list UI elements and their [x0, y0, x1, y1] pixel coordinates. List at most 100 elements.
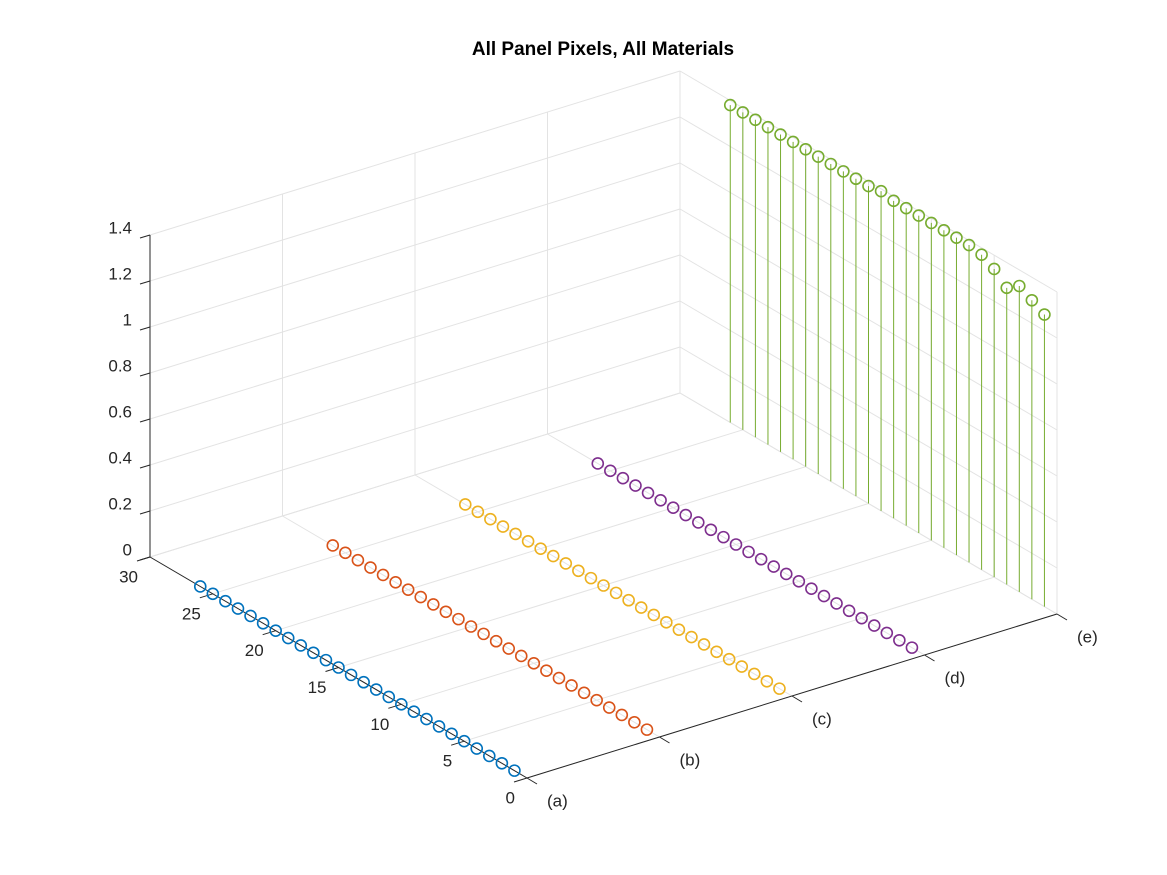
z-tick: [139, 464, 151, 469]
stem-marker: [905, 641, 919, 654]
stem-marker: [616, 471, 630, 485]
stem-marker: [432, 720, 446, 733]
stem-marker: [666, 501, 680, 514]
z-tick: [139, 372, 151, 377]
stem-marker: [495, 756, 509, 770]
stem-marker: [615, 708, 629, 722]
stem-marker: [540, 664, 553, 678]
stem-marker: [697, 638, 711, 651]
stem-marker: [395, 698, 408, 711]
stem-marker: [975, 248, 988, 261]
y-tick: [136, 556, 151, 562]
stem-marker: [565, 679, 578, 692]
stem-marker: [489, 634, 503, 648]
stem-marker: [420, 712, 433, 726]
x-tick-label: (d): [945, 668, 966, 687]
stem-marker: [552, 671, 566, 685]
stem-marker: [987, 262, 1001, 276]
stem-marker: [401, 583, 415, 596]
stem-marker: [584, 571, 598, 585]
stem-marker: [880, 626, 894, 640]
stem-marker: [749, 113, 762, 127]
stem-marker: [937, 224, 951, 237]
z-tick-label: 0.4: [108, 448, 132, 467]
x-tick: [659, 736, 670, 744]
stem-marker: [484, 512, 497, 526]
z-tick: [139, 234, 151, 239]
stem-marker: [817, 589, 831, 603]
grid-line: [149, 162, 681, 328]
stem-marker: [509, 527, 522, 541]
stem-marker: [792, 575, 806, 588]
stem-marker: [634, 601, 648, 614]
grid-line: [149, 300, 681, 466]
stem-marker: [597, 579, 610, 592]
stem-marker: [654, 493, 667, 507]
stem-marker: [842, 604, 856, 618]
stem-marker: [591, 457, 605, 470]
stem-marker: [231, 602, 245, 615]
grid-line: [282, 515, 660, 738]
stem-marker: [1038, 308, 1051, 321]
stem-marker: [837, 165, 850, 178]
stem-marker: [357, 675, 370, 689]
y-tick-label: 15: [308, 678, 327, 697]
stem-marker: [269, 624, 282, 637]
stem-marker: [925, 216, 938, 230]
stem-marker: [640, 723, 654, 736]
stem-marker: [445, 727, 458, 741]
stem-marker: [799, 142, 812, 156]
stem-marker: [899, 201, 913, 215]
stem-marker: [502, 642, 516, 655]
stem-marker: [742, 545, 755, 559]
grid-line: [149, 392, 681, 558]
grid-line: [149, 70, 681, 236]
stem-marker: [602, 701, 616, 714]
stem-marker: [344, 668, 358, 682]
stem-marker: [559, 557, 573, 570]
x-tick-label: (b): [680, 750, 701, 769]
stem-marker: [521, 534, 535, 548]
stem-marker: [849, 172, 863, 186]
stem-marker: [244, 609, 257, 623]
stem-marker: [339, 546, 352, 560]
stem-marker: [470, 742, 484, 755]
stem-marker: [577, 686, 591, 700]
stem-marker: [514, 649, 528, 663]
stem-marker: [609, 586, 623, 600]
stem-marker: [572, 564, 585, 578]
stem-marker: [672, 623, 686, 637]
z-tick-label: 0: [123, 540, 132, 559]
stem-marker: [426, 598, 440, 611]
stem-marker: [369, 683, 383, 696]
grid-line: [149, 116, 681, 282]
stem-marker: [660, 616, 673, 629]
stem-marker: [862, 179, 875, 193]
stem-marker: [376, 568, 390, 582]
stem-marker: [1012, 279, 1026, 293]
stem-marker: [867, 619, 881, 632]
x-tick-label: (c): [812, 709, 832, 728]
stem-marker: [628, 715, 641, 729]
stem-marker: [496, 520, 510, 533]
stem-marker: [717, 530, 730, 544]
stem-marker: [685, 630, 698, 644]
stem-marker: [281, 631, 295, 645]
stem-marker: [219, 594, 232, 608]
y-tick-label: 30: [119, 567, 138, 586]
z-tick-label: 0.6: [108, 402, 132, 421]
x-tick: [526, 777, 538, 785]
z-tick: [139, 418, 151, 423]
grid-line: [547, 433, 925, 656]
y-tick: [513, 777, 528, 783]
stem-marker: [364, 561, 377, 574]
stem-marker: [527, 657, 541, 670]
stem-marker: [546, 549, 560, 563]
x-tick: [1056, 613, 1068, 621]
stem-marker: [414, 590, 428, 604]
y-tick: [388, 703, 402, 709]
y-tick: [262, 630, 276, 636]
stem-marker: [723, 98, 737, 112]
z-tick-label: 1.2: [108, 264, 132, 283]
